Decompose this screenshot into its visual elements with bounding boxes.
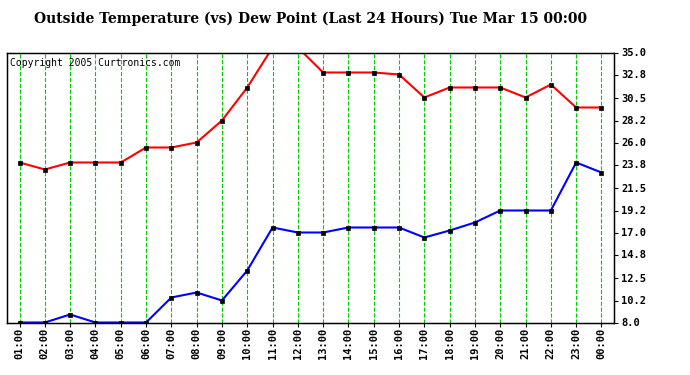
Text: Copyright 2005 Curtronics.com: Copyright 2005 Curtronics.com — [10, 58, 180, 68]
Text: Outside Temperature (vs) Dew Point (Last 24 Hours) Tue Mar 15 00:00: Outside Temperature (vs) Dew Point (Last… — [34, 11, 587, 26]
